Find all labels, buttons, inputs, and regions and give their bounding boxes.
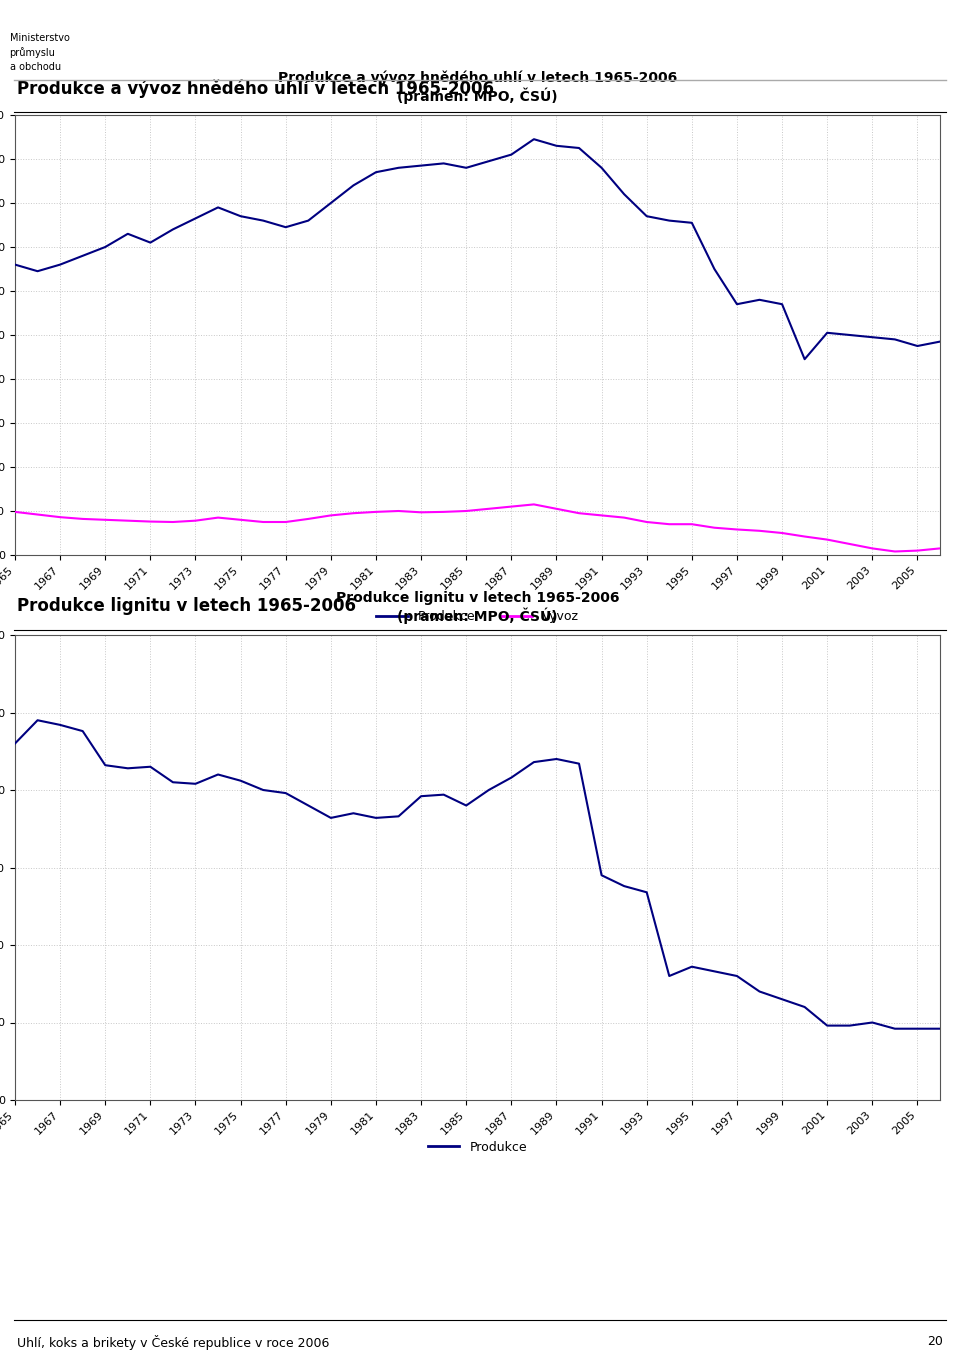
Legend: Produkce, Vývoz: Produkce, Vývoz [372,606,584,627]
Text: 20: 20 [926,1334,943,1348]
Text: Produkce a vývoz hnědého uhlí v letech 1965-2006: Produkce a vývoz hnědého uhlí v letech 1… [17,79,494,99]
Text: a obchodu: a obchodu [10,62,60,73]
Text: Uhlí, koks a brikety v České republice v roce 2006: Uhlí, koks a brikety v České republice v… [17,1334,329,1349]
Legend: Produkce: Produkce [423,1136,532,1159]
Text: Ministerstvo: Ministerstvo [10,33,69,44]
Text: průmyslu: průmyslu [10,48,56,59]
Title: Produkce a vývoz hnědého uhlí v letech 1965-2006
(pramen: MPO, ČSÚ): Produkce a vývoz hnědého uhlí v letech 1… [277,70,677,104]
Text: Produkce lignitu v letech 1965-2006: Produkce lignitu v letech 1965-2006 [17,597,356,615]
Title: Produkce lignitu v letech 1965-2006
(pramen: MPO, ČSÚ): Produkce lignitu v letech 1965-2006 (pra… [336,590,619,625]
